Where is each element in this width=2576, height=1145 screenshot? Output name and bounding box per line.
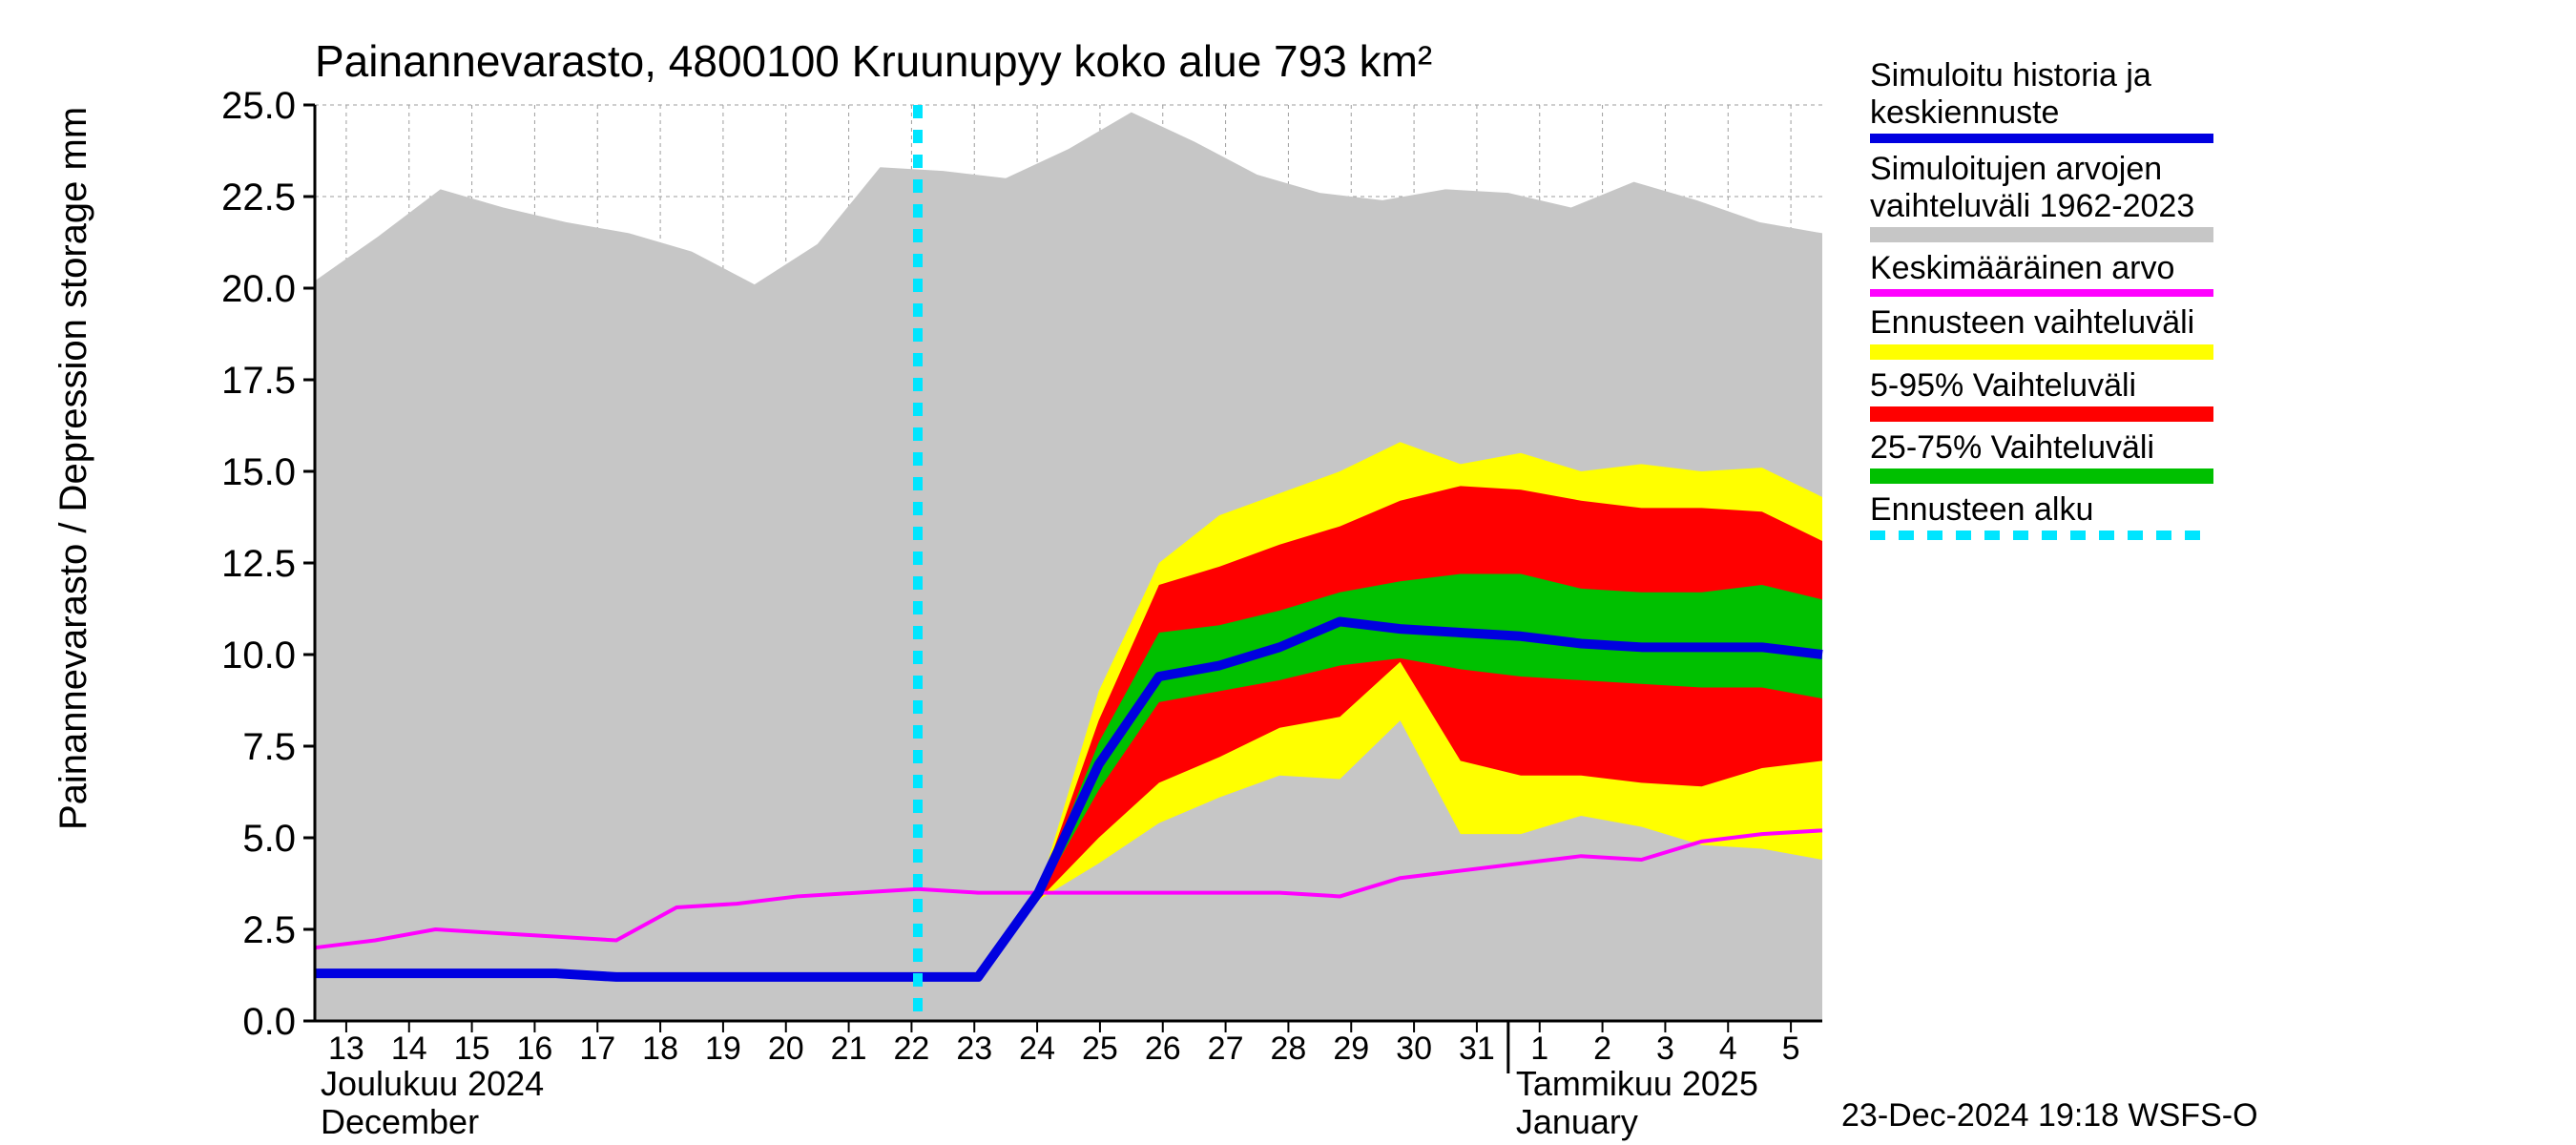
legend-entry-forecast_50: 25-75% Vaihteluväli bbox=[1870, 429, 2213, 484]
svg-text:Painannevarasto, 4800100 Kruun: Painannevarasto, 4800100 Kruunupyy koko … bbox=[315, 36, 1432, 86]
month-label-left: Joulukuu 2024December bbox=[321, 1065, 544, 1140]
svg-text:25: 25 bbox=[1082, 1030, 1118, 1067]
svg-text:23: 23 bbox=[956, 1030, 992, 1067]
month-label-right: Tammikuu 2025January bbox=[1516, 1065, 1758, 1140]
svg-text:5.0: 5.0 bbox=[242, 818, 296, 860]
svg-text:22.5: 22.5 bbox=[221, 177, 296, 219]
svg-text:25.0: 25.0 bbox=[221, 85, 296, 127]
svg-text:16: 16 bbox=[517, 1030, 553, 1067]
legend-entry-mean_hist: Keskimääräinen arvo bbox=[1870, 250, 2213, 297]
svg-text:26: 26 bbox=[1145, 1030, 1181, 1067]
svg-text:19: 19 bbox=[705, 1030, 741, 1067]
svg-text:28: 28 bbox=[1271, 1030, 1307, 1067]
svg-text:21: 21 bbox=[831, 1030, 867, 1067]
svg-text:10.0: 10.0 bbox=[221, 635, 296, 677]
svg-text:Painannevarasto / Depression s: Painannevarasto / Depression storage mm bbox=[52, 107, 94, 830]
legend-entry-forecast_90: 5-95% Vaihteluväli bbox=[1870, 367, 2213, 422]
svg-text:12.5: 12.5 bbox=[221, 543, 296, 585]
legend: Simuloitu historia jakeskiennusteSimuloi… bbox=[1870, 57, 2213, 548]
legend-entry-hist_range: Simuloitujen arvojenvaihteluväli 1962-20… bbox=[1870, 151, 2213, 242]
svg-text:24: 24 bbox=[1019, 1030, 1055, 1067]
svg-text:17: 17 bbox=[579, 1030, 615, 1067]
svg-text:20.0: 20.0 bbox=[221, 268, 296, 310]
svg-text:27: 27 bbox=[1208, 1030, 1244, 1067]
footer-timestamp: 23-Dec-2024 19:18 WSFS-O bbox=[1841, 1097, 2258, 1135]
svg-text:22: 22 bbox=[894, 1030, 930, 1067]
svg-text:3: 3 bbox=[1656, 1030, 1674, 1067]
svg-text:7.5: 7.5 bbox=[242, 726, 296, 768]
svg-text:20: 20 bbox=[768, 1030, 804, 1067]
svg-text:2.5: 2.5 bbox=[242, 909, 296, 951]
chart-container: 0.0 2.5 5.0 7.5 10.0 12.5 15.0 17.5 20.0 22.5 25.0… bbox=[0, 0, 2576, 1145]
svg-text:18: 18 bbox=[642, 1030, 678, 1067]
svg-text:30: 30 bbox=[1396, 1030, 1432, 1067]
legend-entry-forecast_full: Ennusteen vaihteluväli bbox=[1870, 304, 2213, 359]
svg-text:15.0: 15.0 bbox=[221, 451, 296, 493]
svg-text:2: 2 bbox=[1593, 1030, 1611, 1067]
svg-text:13: 13 bbox=[328, 1030, 364, 1067]
svg-text:1: 1 bbox=[1530, 1030, 1548, 1067]
svg-text:31: 31 bbox=[1459, 1030, 1495, 1067]
svg-text:4: 4 bbox=[1719, 1030, 1737, 1067]
svg-text:0.0: 0.0 bbox=[242, 1001, 296, 1043]
svg-text:14: 14 bbox=[391, 1030, 427, 1067]
svg-text:5: 5 bbox=[1782, 1030, 1800, 1067]
svg-text:15: 15 bbox=[454, 1030, 490, 1067]
legend-entry-forecast_line: Ennusteen alku bbox=[1870, 491, 2213, 540]
legend-entry-main: Simuloitu historia jakeskiennuste bbox=[1870, 57, 2213, 143]
svg-text:29: 29 bbox=[1333, 1030, 1369, 1067]
svg-text:17.5: 17.5 bbox=[221, 360, 296, 402]
